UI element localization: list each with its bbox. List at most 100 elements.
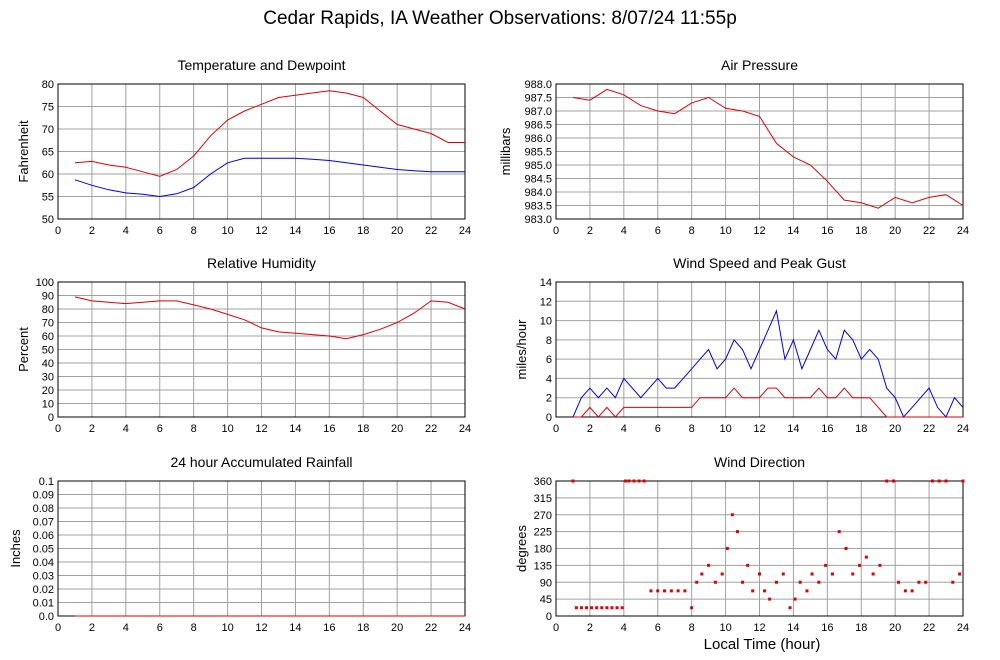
- direction-point: [600, 606, 604, 610]
- y-tick-label: 75: [42, 102, 54, 114]
- direction-point: [837, 530, 841, 534]
- direction-point: [663, 589, 667, 593]
- x-tick-label: 20: [889, 225, 901, 237]
- direction-point: [669, 589, 673, 593]
- y-tick-label: 6: [546, 354, 552, 366]
- direction-frame: [555, 480, 964, 617]
- y-tick-label: 100: [36, 277, 54, 289]
- y-tick-label: 55: [42, 192, 54, 204]
- humidity-frame: [57, 281, 466, 418]
- x-tick-label: 18: [357, 423, 369, 435]
- direction-point: [590, 606, 594, 610]
- y-tick-label: 0.07: [33, 517, 54, 529]
- y-tick-label: 10: [42, 399, 54, 411]
- direction-point: [632, 479, 636, 483]
- direction-point: [958, 572, 962, 576]
- x-tick-label: 10: [221, 423, 233, 435]
- x-tick-label: 20: [391, 622, 403, 634]
- y-tick-label: 0.08: [33, 503, 54, 515]
- direction-point: [720, 572, 724, 576]
- x-tick-label: 24: [957, 225, 969, 237]
- direction-point: [878, 563, 882, 567]
- direction-point: [844, 547, 848, 550]
- x-tick-label: 6: [157, 622, 163, 634]
- y-tick-label: 0.04: [33, 557, 54, 569]
- temp-frame: [57, 83, 466, 220]
- y-tick-label: 270: [534, 510, 552, 522]
- x-tick-label: 24: [459, 423, 471, 435]
- x-tick-label: 18: [357, 622, 369, 634]
- x-tick-label: 0: [55, 622, 61, 634]
- x-tick-label: 14: [289, 225, 301, 237]
- x-tick-label: 2: [89, 423, 95, 435]
- y-tick-label: 14: [540, 277, 552, 289]
- x-tick-label: 0: [553, 423, 559, 435]
- x-tick-label: 10: [719, 622, 731, 634]
- direction-point: [910, 589, 914, 593]
- direction-point: [924, 580, 928, 584]
- direction-ylabel: degrees: [514, 525, 529, 572]
- y-tick-label: 50: [42, 345, 54, 357]
- direction-point: [944, 479, 948, 483]
- direction-point: [805, 589, 809, 593]
- x-tick-label: 0: [553, 225, 559, 237]
- y-tick-label: 4: [546, 373, 552, 385]
- direction-point: [615, 606, 619, 610]
- x-tick-label: 12: [255, 423, 267, 435]
- x-tick-label: 18: [855, 225, 867, 237]
- y-tick-label: 80: [42, 304, 54, 316]
- direction-point: [605, 606, 609, 610]
- direction-point: [937, 479, 941, 483]
- wind-frame: [555, 281, 964, 418]
- x-tick-label: 2: [89, 225, 95, 237]
- x-tick-label: 18: [357, 225, 369, 237]
- x-tick-label: 8: [689, 225, 695, 237]
- x-tick-label: 12: [753, 225, 765, 237]
- y-tick-label: 90: [540, 577, 552, 589]
- direction-point: [595, 606, 599, 610]
- y-tick-label: 986.5: [524, 120, 552, 132]
- x-tick-label: 24: [459, 225, 471, 237]
- direction-point: [571, 479, 575, 483]
- direction-title: Wind Direction: [714, 454, 805, 470]
- y-tick-label: 10: [540, 316, 552, 328]
- x-tick-label: 8: [689, 423, 695, 435]
- direction-point: [830, 572, 834, 576]
- direction-point: [649, 589, 653, 593]
- x-tick-label: 20: [889, 622, 901, 634]
- x-tick-label: 2: [89, 622, 95, 634]
- direction-point: [917, 580, 921, 584]
- y-tick-label: 225: [534, 527, 552, 539]
- direction-point: [683, 589, 687, 593]
- x-tick-label: 0: [553, 622, 559, 634]
- direction-point: [751, 589, 755, 593]
- direction-point: [624, 479, 628, 483]
- y-tick-label: 360: [534, 476, 552, 488]
- pressure-ylabel: millibars: [498, 127, 513, 175]
- y-tick-label: 0.1: [39, 476, 54, 488]
- y-tick-label: 50: [42, 214, 54, 226]
- x-tick-label: 8: [191, 622, 197, 634]
- y-tick-label: 0.0: [39, 611, 54, 623]
- y-tick-label: 315: [534, 493, 552, 505]
- y-tick-label: 135: [534, 560, 552, 572]
- direction-point: [763, 589, 767, 593]
- direction-point: [741, 580, 745, 584]
- y-tick-label: 0: [546, 412, 552, 424]
- x-tick-label: 14: [289, 622, 301, 634]
- direction-point: [707, 563, 711, 567]
- wind-ylabel: miles/hour: [514, 319, 529, 380]
- direction-point: [810, 572, 814, 576]
- x-tick-label: 10: [221, 622, 233, 634]
- x-tick-label: 8: [689, 622, 695, 634]
- y-tick-label: 984.5: [524, 174, 552, 186]
- y-tick-label: 0: [546, 611, 552, 623]
- x-tick-label: 4: [123, 622, 129, 634]
- x-tick-label: 4: [621, 622, 627, 634]
- direction-point: [768, 597, 772, 601]
- x-tick-label: 14: [787, 622, 799, 634]
- direction-point: [700, 572, 704, 576]
